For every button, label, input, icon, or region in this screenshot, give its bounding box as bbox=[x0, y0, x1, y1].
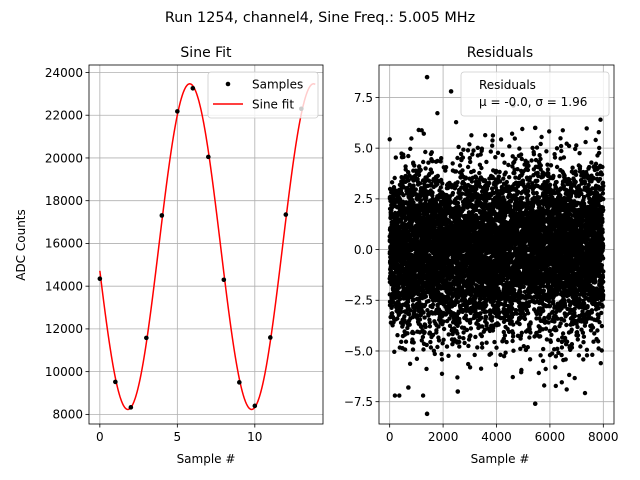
sample-point bbox=[113, 379, 118, 385]
residuals-title: Residuals bbox=[467, 45, 533, 61]
legend-residuals-label: Residuals bbox=[479, 78, 536, 92]
sine-fit-ytick-label: 24000 bbox=[45, 66, 83, 80]
sine-fit-line bbox=[99, 83, 316, 411]
residuals-legend: Residuals μ = -0.0, σ = 1.96 bbox=[460, 71, 610, 117]
residuals-xtick-label: 6000 bbox=[535, 430, 566, 444]
sample-point bbox=[128, 405, 134, 410]
sine-fit-ytick-label: 18000 bbox=[45, 194, 83, 208]
residual-outlier-point bbox=[448, 89, 454, 94]
residuals-xtick-label: 0 bbox=[386, 430, 394, 444]
figure-suptitle: Run 1254, channel4, Sine Freq.: 5.005 MH… bbox=[165, 10, 475, 26]
residuals-ytick-label: 2.5 bbox=[354, 192, 373, 206]
sine-fit-ytick-label: 20000 bbox=[45, 151, 83, 165]
residuals-ytick-label: −5.0 bbox=[344, 344, 373, 358]
sample-point bbox=[144, 335, 149, 341]
sine-fit-ytick-label: 12000 bbox=[45, 322, 83, 336]
sine-fit-ylabel: ADC Counts bbox=[14, 209, 28, 281]
residual-outlier-point bbox=[455, 389, 461, 394]
sine-fit-title: Sine Fit bbox=[180, 45, 232, 61]
residual-outlier-point bbox=[424, 411, 430, 417]
residuals-ticks: 0 2000 4000 6000 8000 −7.5 −5.0 −2.5 0.0 2.5 5.0 7.… bbox=[344, 91, 619, 444]
sine-fit-xtick-label: 10 bbox=[247, 430, 262, 444]
legend-samples-label: Samples bbox=[252, 78, 303, 92]
legend-residuals-stats: μ = -0.0, σ = 1.96 bbox=[479, 95, 587, 109]
residuals-plot-area bbox=[387, 74, 606, 417]
residuals-xtick-label: 2000 bbox=[428, 430, 459, 444]
sample-point bbox=[190, 85, 196, 91]
sine-fit-xtick-label: 0 bbox=[96, 430, 104, 444]
residual-outlier-point bbox=[424, 74, 430, 80]
sine-fit-ytick-label: 14000 bbox=[45, 279, 83, 293]
sine-fit-ytick-label: 10000 bbox=[45, 365, 83, 379]
sample-point bbox=[159, 213, 165, 218]
sample-point bbox=[206, 154, 211, 160]
residuals-ytick-label: −2.5 bbox=[344, 294, 373, 308]
residuals-ytick-label: 5.0 bbox=[354, 141, 373, 155]
sine-fit-ytick-label: 8000 bbox=[52, 408, 83, 422]
legend-sine-fit-label: Sine fit bbox=[252, 98, 294, 112]
sine-fit-ytick-label: 16000 bbox=[45, 237, 83, 251]
residuals-xlabel: Sample # bbox=[471, 452, 530, 466]
sine-fit-axes: Sine Fit Sample # ADC Counts 0 5 10 8000 100… bbox=[14, 45, 324, 466]
sample-point bbox=[283, 212, 289, 217]
sine-fit-ytick-label: 22000 bbox=[45, 109, 83, 123]
residuals-legend-box bbox=[460, 71, 610, 117]
sine-fit-legend: Samples Sine fit bbox=[207, 71, 319, 119]
sine-fit-xtick-label: 5 bbox=[174, 430, 182, 444]
residuals-frame bbox=[378, 64, 615, 425]
residuals-xtick-label: 4000 bbox=[481, 430, 512, 444]
sine-fit-frame bbox=[88, 64, 324, 425]
sine-fit-legend-box bbox=[207, 71, 319, 119]
sample-point bbox=[97, 276, 103, 281]
residuals-ytick-label: −7.5 bbox=[344, 395, 373, 409]
residual-outlier-point bbox=[532, 125, 538, 131]
sine-fit-ticks: 0 5 10 8000 10000 12000 14000 16000 18000 20000 22… bbox=[45, 66, 263, 444]
sine-fit-grid bbox=[89, 65, 323, 424]
residual-outlier-point bbox=[532, 401, 538, 407]
residuals-ytick-label: 7.5 bbox=[354, 91, 373, 105]
sample-point bbox=[268, 335, 273, 340]
residuals-axes: Residuals Sample # 0 2000 4000 6000 8000 −7.5… bbox=[344, 45, 619, 466]
residuals-xtick-label: 8000 bbox=[588, 430, 619, 444]
legend-samples-marker bbox=[225, 81, 231, 87]
sample-point bbox=[175, 109, 180, 114]
residuals-ytick-label: 0.0 bbox=[354, 243, 373, 257]
sample-point bbox=[237, 380, 242, 385]
sine-fit-xlabel: Sample # bbox=[177, 452, 236, 466]
sample-point bbox=[252, 403, 258, 409]
residual-outlier-point bbox=[406, 385, 411, 390]
residual-points bbox=[387, 103, 606, 398]
sample-point bbox=[221, 277, 227, 283]
